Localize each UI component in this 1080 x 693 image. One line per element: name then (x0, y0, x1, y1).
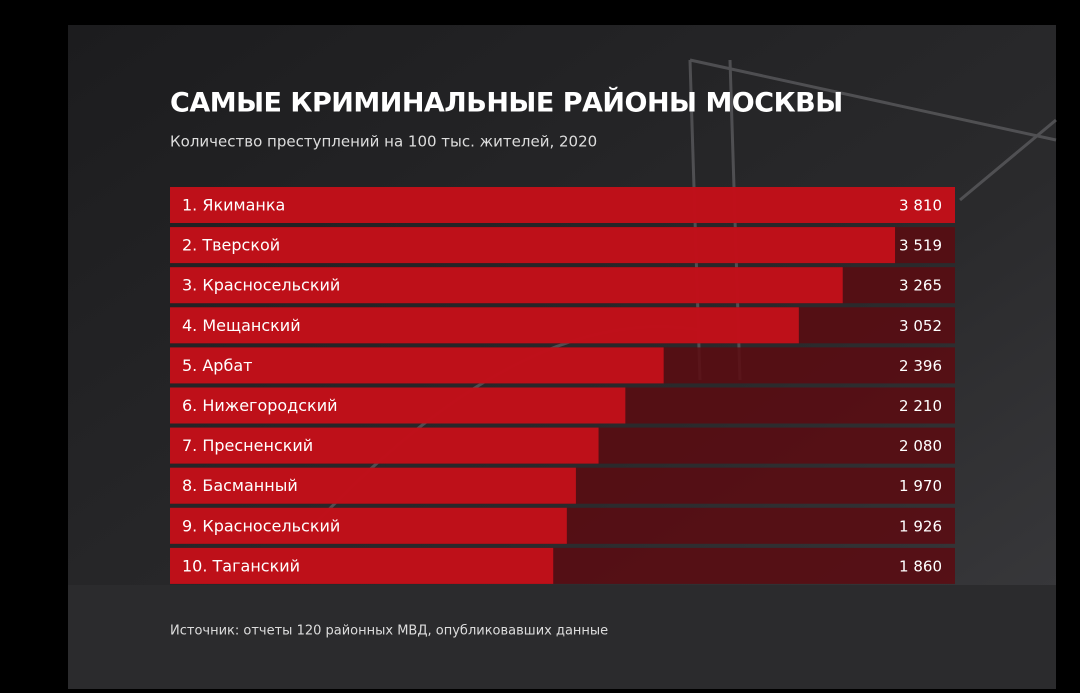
bar (170, 307, 799, 344)
category-label: 3. Красносельский (182, 276, 340, 295)
bar (170, 267, 843, 304)
value-label: 3 810 (899, 197, 942, 215)
category-label: 7. Пресненский (182, 436, 313, 455)
value-label: 1 970 (899, 477, 942, 495)
value-label: 3 052 (899, 317, 942, 335)
bar (170, 387, 626, 424)
value-label: 1 860 (899, 557, 942, 575)
chart-title: САМЫЕ КРИМИНАЛЬНЫЕ РАЙОНЫ МОСКВЫ (170, 87, 843, 119)
category-label: 8. Басманный (182, 476, 298, 495)
bar (170, 467, 576, 504)
category-label: 9. Красносельский (182, 516, 340, 535)
value-label: 3 519 (899, 237, 942, 255)
value-label: 1 926 (899, 517, 942, 535)
value-label: 2 210 (899, 397, 942, 415)
bar (170, 347, 664, 384)
category-label: 6. Нижегородский (182, 396, 338, 415)
value-label: 3 265 (899, 277, 942, 295)
bar (170, 427, 599, 464)
category-label: 10. Таганский (182, 556, 300, 575)
category-label: 1. Якиманка (182, 196, 285, 215)
category-label: 5. Арбат (182, 356, 252, 375)
category-label: 4. Мещанский (182, 316, 301, 335)
source-note: Источник: отчеты 120 районных МВД, опубл… (170, 624, 608, 639)
category-label: 2. Тверской (182, 236, 280, 255)
bar (170, 507, 567, 544)
footer-band (68, 585, 1056, 689)
bar (170, 547, 554, 584)
value-label: 2 396 (899, 357, 942, 375)
value-label: 2 080 (899, 437, 942, 455)
bar (170, 187, 955, 223)
chart-subtitle: Количество преступлений на 100 тыс. жите… (170, 133, 597, 151)
bar (170, 227, 896, 264)
